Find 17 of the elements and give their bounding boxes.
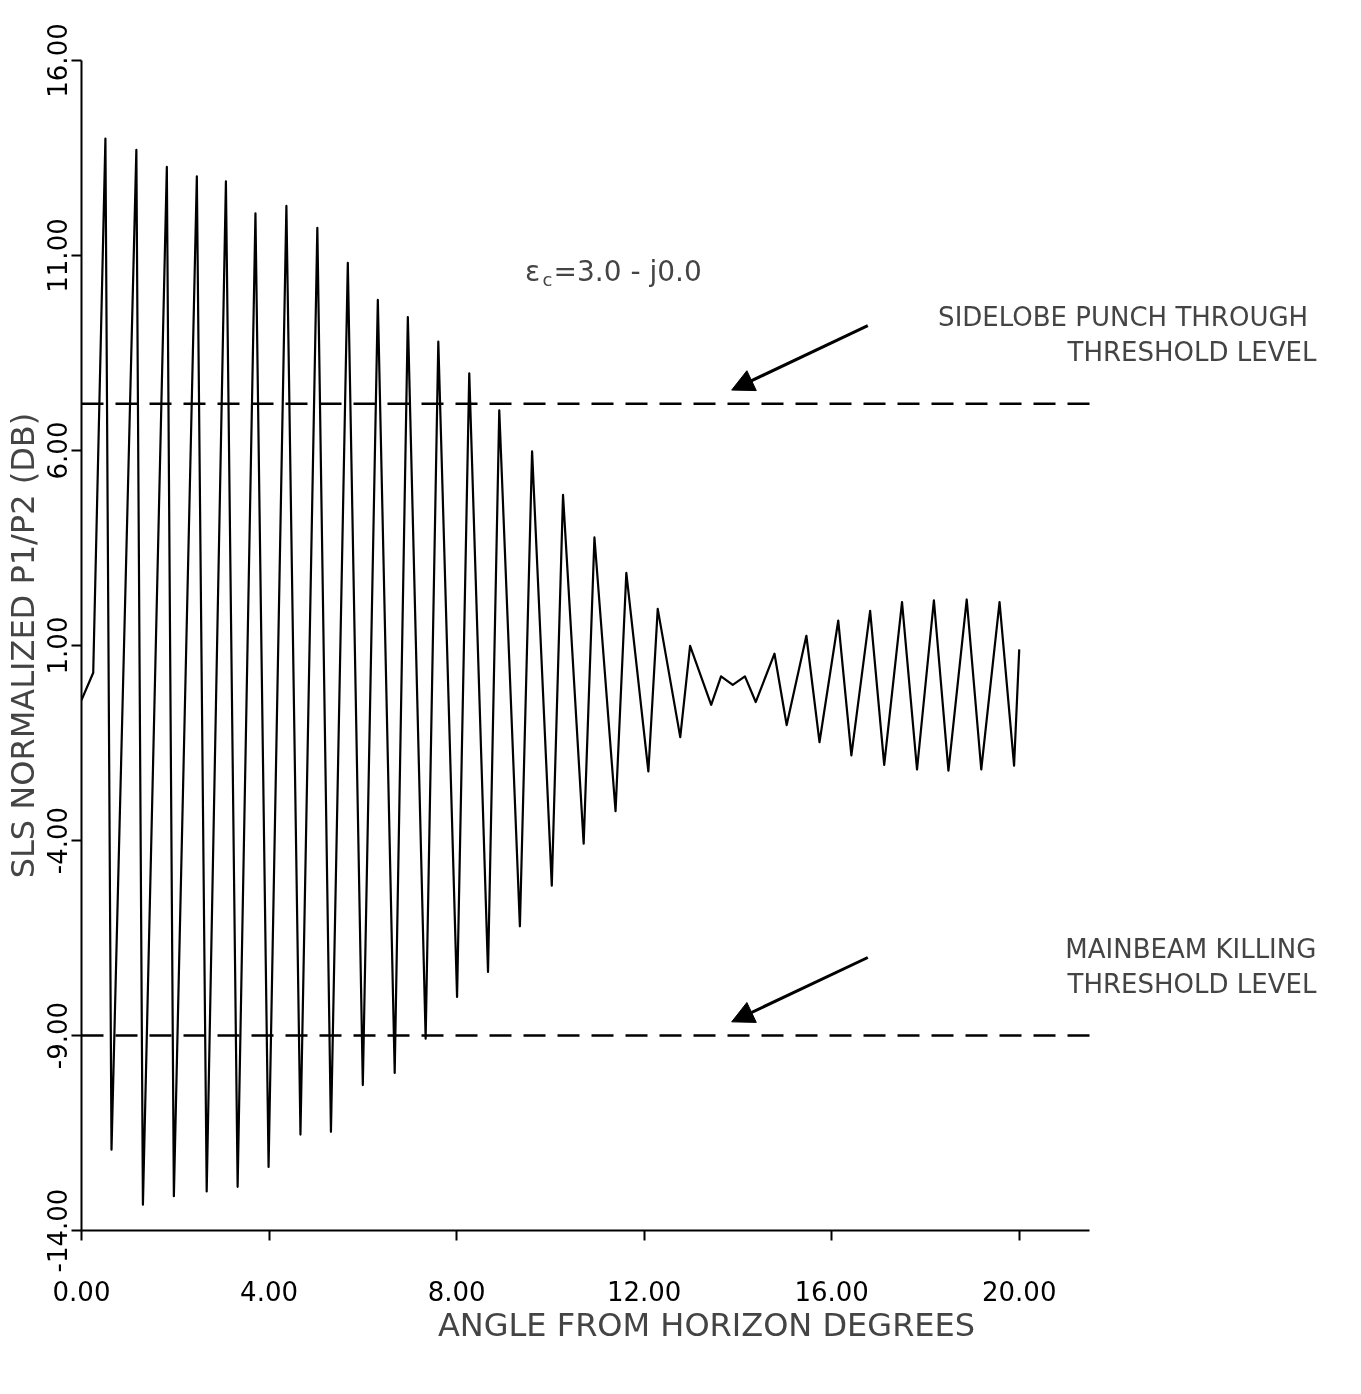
y-tick-label: 1.00 (42, 616, 73, 675)
x-tick-label: 12.00 (606, 1276, 682, 1307)
x-tick-label: 16.00 (794, 1276, 869, 1307)
y-tick-label: 16.00 (42, 23, 73, 98)
y-tick-label: -14.00 (42, 1188, 73, 1273)
x-tick-label: 4.00 (240, 1276, 298, 1307)
x-tick-label: 20.00 (982, 1276, 1057, 1307)
y-tick-label: -4.00 (42, 806, 73, 875)
ref-line-label: SIDELOBE PUNCH THROUGH THRESHOLD LEVEL (938, 302, 1317, 367)
y-axis-title: SLS NORMALIZED P1/P2 (DB) (3, 412, 42, 879)
x-tick-label: 0.00 (52, 1276, 111, 1307)
y-tick-label: 11.00 (42, 218, 73, 293)
x-tick-label: 8.00 (427, 1276, 486, 1307)
x-axis-title: ANGLE FROM HORIZON DEGREES (437, 1305, 976, 1344)
y-tick-label: 6.00 (42, 421, 73, 480)
y-tick-label: -9.00 (42, 1001, 73, 1070)
ref-line-label: MAINBEAM KILLING THRESHOLD LEVEL (1065, 934, 1317, 999)
